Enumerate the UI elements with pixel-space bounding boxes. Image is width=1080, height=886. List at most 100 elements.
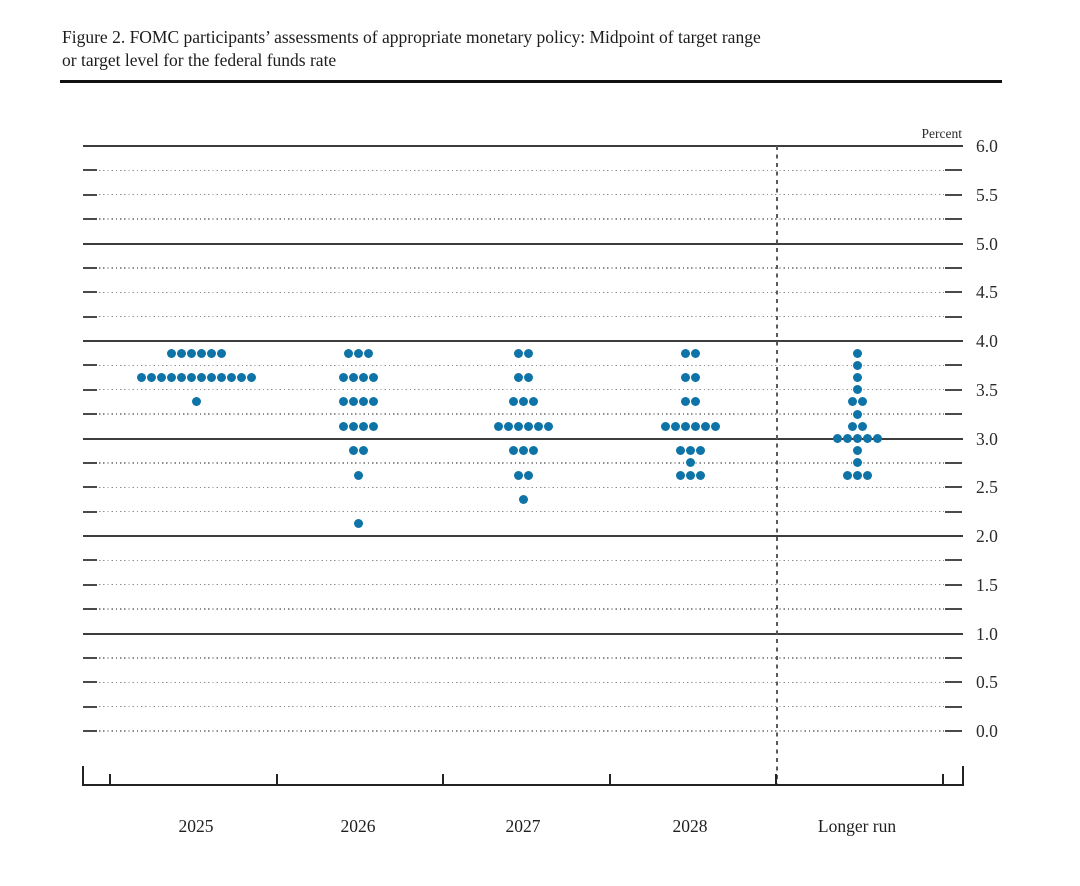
y-axis-label-4.0: 4.0 (976, 331, 998, 351)
dot-2026-2.125 (353, 519, 363, 529)
gridline-0.75-left-dash (83, 656, 97, 659)
x-axis-tick-5 (941, 774, 944, 786)
dot-longer-run-3 (842, 434, 852, 443)
dot-2025-3.625 (236, 373, 246, 383)
dot-longer-run-2.75 (852, 458, 862, 468)
gridline-2.75 (99, 462, 944, 464)
dot-longer-run-3 (862, 434, 872, 443)
dot-2027-2.375 (518, 494, 528, 504)
dot-2026-3.875 (353, 348, 363, 358)
gridline-3.50-left-dash (83, 388, 97, 391)
dot-2028-3.375 (680, 397, 690, 407)
dot-2027-3.875 (523, 348, 533, 358)
figure-title: Figure 2. FOMC participants’ assessments… (62, 26, 761, 72)
dot-2025-3.625 (196, 373, 206, 383)
dot-2027-3.375 (518, 397, 528, 407)
dot-2025-3.875 (176, 348, 186, 358)
x-axis-label-2028: 2028 (672, 816, 708, 836)
gridline-5.50-right-dash (945, 193, 962, 196)
y-axis-label-0.5: 0.5 (976, 672, 998, 693)
dot-longer-run-2.875 (852, 446, 862, 456)
gridline-5.50 (99, 194, 944, 196)
dot-2027-3.125 (503, 421, 513, 431)
dot-longer-run-3.375 (857, 397, 867, 407)
y-axis-label-4.5: 4.5 (976, 282, 998, 303)
dot-2026-3.875 (343, 348, 353, 358)
dot-2026-2.625 (353, 470, 363, 480)
dot-2025-3.625 (246, 373, 256, 383)
dot-2028-3.125 (690, 421, 700, 431)
y-axis-label-1.0: 1.0 (976, 623, 998, 644)
dot-2026-3.125 (338, 421, 348, 431)
gridline-1.75 (99, 559, 944, 562)
dot-2028-3.875 (680, 348, 690, 358)
dot-2026-2.875 (348, 446, 358, 456)
dot-2028-3.125 (700, 421, 710, 431)
x-axis-line (83, 784, 964, 787)
gridline-3.25-right-dash (945, 413, 962, 416)
gridline-1.75-left-dash (83, 559, 97, 562)
dot-2025-3.625 (176, 373, 186, 383)
y-axis-label-1.5: 1.5 (976, 574, 998, 595)
x-axis-tick-2 (442, 774, 444, 786)
dot-2027-3.125 (493, 421, 503, 431)
dot-2025-3.625 (136, 373, 146, 383)
gridline-2.25-right-dash (945, 510, 962, 513)
gridline-1.25-left-dash (83, 608, 97, 611)
gridline-5.00 (83, 242, 963, 245)
dot-2026-3.125 (348, 421, 358, 431)
dot-2027-3.125 (523, 421, 533, 431)
gridline-4.50 (99, 291, 944, 293)
dot-2028-3.375 (690, 397, 700, 407)
gridline-0.25 (99, 705, 944, 708)
dot-longer-run-3.625 (852, 373, 862, 383)
dot-2028-3.125 (670, 421, 680, 431)
dot-2025-3.625 (206, 373, 216, 383)
gridline-1.25 (99, 608, 944, 610)
gridline-3.25 (99, 413, 944, 415)
gridline-4.50-right-dash (945, 291, 962, 294)
dot-longer-run-3.5 (852, 385, 862, 395)
dot-2028-2.875 (695, 446, 705, 456)
gridline-4.75-left-dash (83, 266, 97, 269)
dot-2025-3.625 (156, 373, 166, 383)
y-axis-label-5.5: 5.5 (976, 184, 998, 205)
dot-longer-run-3.125 (847, 421, 857, 431)
gridline-3.50-right-dash (945, 388, 962, 391)
gridline-4.25-right-dash (945, 315, 962, 318)
dot-2025-3.875 (206, 348, 216, 358)
gridline-1.00 (83, 632, 963, 635)
figure-title-line2: or target level for the federal funds ra… (62, 50, 337, 70)
gridline-0.50 (99, 681, 944, 683)
dot-2025-3.375 (191, 397, 201, 407)
gridline-2.25 (99, 510, 944, 513)
dot-2028-2.625 (675, 470, 685, 480)
dot-2026-3.375 (348, 397, 358, 407)
dot-2027-2.875 (508, 446, 518, 456)
x-axis-label-2026: 2026 (340, 816, 376, 836)
dot-2027-2.875 (528, 446, 538, 456)
dot-2027-3.625 (523, 373, 533, 383)
dot-2026-3.625 (338, 373, 348, 383)
dot-longer-run-3.75 (852, 360, 862, 370)
gridline-0.50-right-dash (945, 681, 962, 684)
dot-2027-2.625 (523, 470, 533, 480)
dot-2026-3.125 (368, 421, 378, 431)
dot-longer-run-3.125 (857, 421, 867, 431)
y-axis-label-2.0: 2.0 (976, 526, 998, 546)
gridline-0.25-left-dash (83, 705, 97, 708)
dot-2025-3.625 (226, 373, 236, 383)
gridline-4.75-right-dash (945, 266, 962, 269)
dot-2026-3.625 (358, 373, 368, 383)
dot-longer-run-3 (852, 434, 862, 443)
dot-2026-3.625 (368, 373, 378, 383)
dot-2028-2.875 (685, 446, 695, 456)
dot-2025-3.875 (196, 348, 206, 358)
gridline-4.75 (99, 267, 944, 269)
gridline-2.75-left-dash (83, 461, 97, 464)
gridline-1.25-right-dash (945, 608, 962, 611)
y-axis-title: Percent (921, 126, 962, 141)
dot-2028-3.125 (660, 421, 670, 431)
gridline-2.50-right-dash (945, 486, 962, 489)
